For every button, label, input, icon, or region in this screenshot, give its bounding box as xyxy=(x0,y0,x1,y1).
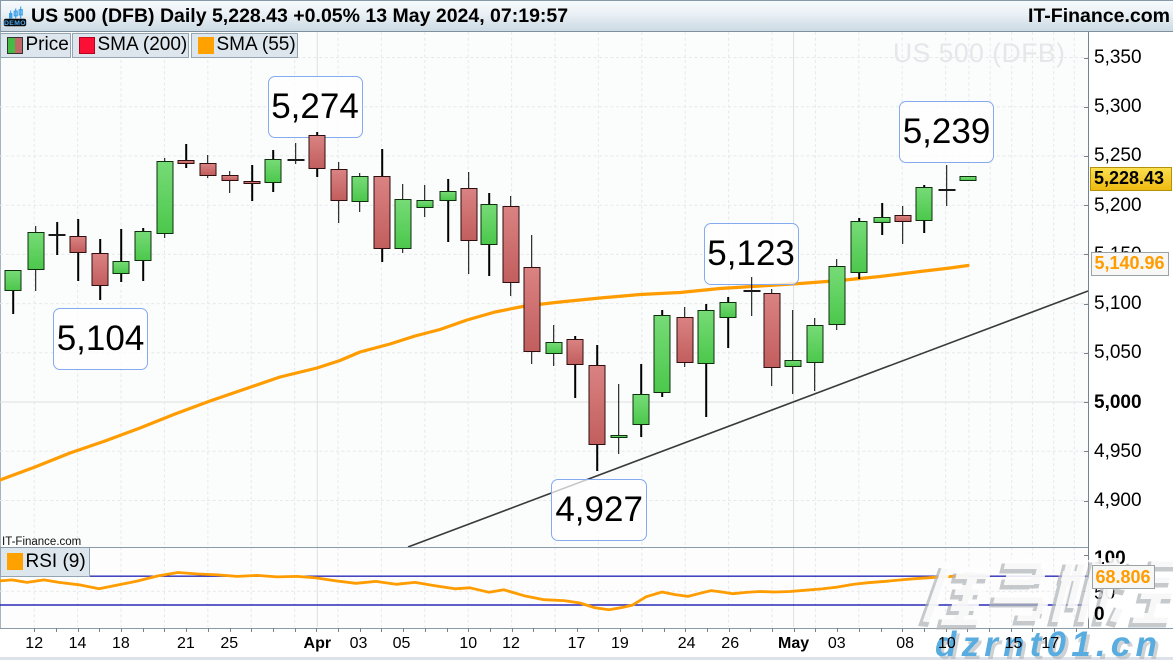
svg-text:DEMO: DEMO xyxy=(4,20,26,27)
